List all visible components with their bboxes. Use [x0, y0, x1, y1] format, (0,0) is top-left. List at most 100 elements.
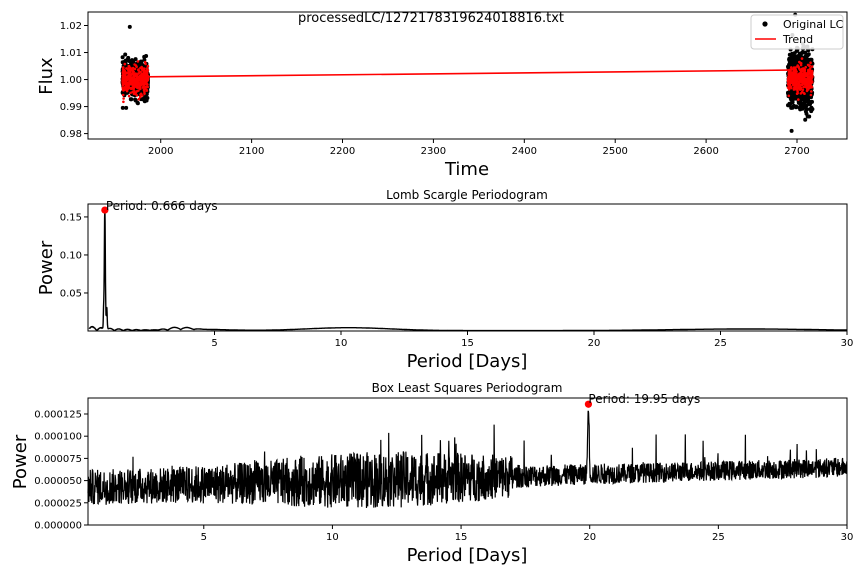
trend-point: [795, 92, 799, 95]
lomb-scargle-y-label: Power: [36, 240, 57, 295]
trend-point: [127, 87, 130, 90]
trend-point: [131, 67, 134, 70]
trend-point: [132, 92, 136, 95]
trend-point: [135, 94, 139, 97]
legend-box: [750, 14, 844, 50]
lc-point: [142, 57, 147, 62]
trend-point: [808, 83, 812, 87]
trend-point: [142, 88, 146, 92]
trend-point: [134, 74, 137, 78]
lc-point: [801, 104, 806, 109]
trend-point: [803, 92, 806, 95]
y-tick-label: 0.10: [60, 250, 82, 261]
bls-x-ticks: 5 10 15 20 25 30: [201, 525, 853, 543]
trend-point: [137, 89, 140, 92]
lc-point: [805, 114, 810, 119]
trend-point: [145, 85, 148, 89]
lc-point: [798, 98, 803, 102]
trend-point: [129, 91, 132, 95]
trend-point: [803, 67, 806, 71]
trend-point: [137, 97, 141, 101]
trend-point: [146, 70, 149, 74]
legend-label-trend: Trend: [782, 33, 813, 46]
trend-points: [121, 57, 814, 104]
bls-y-ticks: 0.000000 0.000025 0.000050 0.000075 0.000100…: [34, 409, 88, 532]
trend-point: [122, 66, 125, 69]
trend-point: [126, 78, 129, 81]
light-curve-legend: Original LC Trend: [750, 14, 844, 50]
trend-point: [798, 75, 801, 79]
trend-point: [792, 78, 796, 82]
light-curve-data: [120, 12, 815, 133]
lc-point: [803, 109, 808, 114]
lomb-scargle-panel: Lomb Scargle Periodogram 5 10 15 20 25 30 0.0…: [36, 188, 853, 372]
trend-point: [131, 71, 135, 75]
x-tick-label: 25: [714, 338, 727, 349]
trend-point: [146, 78, 149, 82]
trend-point: [798, 60, 801, 64]
trend-point: [121, 86, 124, 90]
trend-point: [810, 65, 814, 68]
trend-point: [789, 80, 792, 84]
trend-point: [125, 67, 128, 70]
x-tick-label: 2400: [512, 146, 537, 157]
x-tick-label: 5: [211, 338, 217, 349]
trend-point: [792, 66, 796, 69]
bls-title: Box Least Squares Periodogram: [372, 381, 563, 395]
trend-point: [807, 68, 810, 72]
lc-point: [787, 59, 792, 64]
y-tick-label: 0.000000: [34, 521, 82, 532]
trend-point: [123, 70, 127, 73]
lc-point: [787, 101, 792, 106]
light-curve-x-label: Time: [444, 159, 489, 180]
trend-point: [142, 75, 145, 79]
lomb-scargle-y-ticks: 0.05 0.10 0.15: [60, 212, 88, 299]
trend-point: [132, 79, 135, 83]
trend-point: [124, 86, 127, 90]
lc-point: [791, 96, 796, 101]
y-tick-label: 0.05: [60, 288, 82, 299]
lomb-scargle-peak-marker: [101, 206, 109, 214]
trend-point: [801, 74, 804, 77]
light-curve-y-ticks: 0.98 0.99 1.00 1.01 1.02: [60, 21, 88, 140]
trend-point: [800, 90, 804, 94]
trend-point: [122, 97, 125, 100]
y-tick-label: 0.000025: [34, 498, 82, 509]
light-curve-x-ticks: 2000 2100 2200 2300 2400 2500 2600 2700: [148, 139, 810, 157]
trend-point: [133, 78, 137, 81]
trend-point: [136, 82, 139, 86]
trend-point: [788, 73, 791, 76]
y-tick-label: 0.15: [60, 212, 82, 223]
lc-point: [790, 91, 795, 96]
y-tick-label: 0.000125: [34, 409, 82, 420]
trend-point: [124, 84, 128, 88]
legend-label-original-lc: Original LC: [783, 18, 844, 31]
trend-point: [123, 62, 127, 66]
trend-point: [127, 94, 131, 98]
light-curve-y-label: Flux: [36, 57, 57, 95]
trend-point: [129, 82, 132, 86]
trend-point: [143, 60, 147, 64]
trend-point: [141, 78, 144, 82]
lc-point: [142, 54, 147, 59]
x-tick-label: 30: [841, 338, 854, 349]
trend-point: [801, 88, 805, 92]
lc-point: [138, 61, 143, 66]
trend-point: [142, 86, 145, 89]
x-tick-label: 2700: [784, 146, 809, 157]
trend-point: [792, 73, 795, 77]
trend-point: [790, 86, 793, 90]
trend-point: [125, 81, 128, 84]
lc-point: [142, 99, 147, 104]
bls-axes-frame: [87, 397, 848, 526]
trend-point: [810, 71, 814, 74]
y-tick-label: 0.000100: [34, 432, 82, 443]
lc-point: [802, 100, 807, 104]
trend-point: [129, 79, 132, 82]
x-tick-label: 15: [461, 338, 474, 349]
lc-point: [127, 24, 132, 29]
lc-point: [120, 55, 125, 60]
bls-x-label: Period [Days]: [407, 545, 528, 566]
trend-point: [123, 77, 127, 81]
trend-point: [123, 75, 127, 79]
